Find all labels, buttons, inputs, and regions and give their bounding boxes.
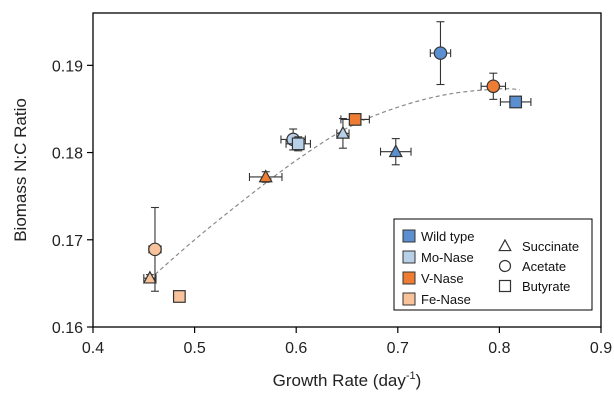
data-point-fe-nase-succinate xyxy=(142,270,157,284)
legend-label-wild-type: Wild type xyxy=(421,229,474,244)
x-axis-title-superscript: -1 xyxy=(406,370,416,382)
butyrate-marker xyxy=(509,95,523,109)
x-axis-title-suffix: ) xyxy=(416,371,422,390)
butyrate-marker xyxy=(291,137,305,151)
data-point-wild-type-succinate xyxy=(379,138,412,166)
legend-label-acetate: Acetate xyxy=(522,259,566,274)
plot-frame xyxy=(92,12,602,328)
data-point-fe-nase-butyrate xyxy=(172,290,186,303)
data-points-layer xyxy=(142,21,532,303)
data-point-v-nase-acetate xyxy=(480,72,507,100)
legend-label-succinate: Succinate xyxy=(522,239,579,254)
x-axis-title: Growth Rate (day-1) xyxy=(273,370,422,390)
legend: Wild type Mo-Nase V-Nase Fe-Nase Succinate A… xyxy=(393,218,593,311)
butyrate-marker xyxy=(348,113,362,126)
data-point-mo-nase-butyrate xyxy=(285,136,311,152)
succinate-marker xyxy=(335,125,351,139)
data-point-wild-type-butyrate xyxy=(499,95,532,109)
legend-label-mo-nase: Mo-Nase xyxy=(421,250,474,265)
legend-swatch-mo-nase xyxy=(402,250,416,264)
acetate-marker xyxy=(486,79,501,94)
y-tick-label: 0.16 xyxy=(52,320,83,337)
x-axis-title-main: Growth Rate (day xyxy=(273,371,407,390)
legend-swatch-wild-type xyxy=(402,229,416,243)
legend-swatch-fe-nase xyxy=(402,292,416,306)
data-point-wild-type-acetate xyxy=(429,21,452,86)
x-tick-label: 0.5 xyxy=(183,340,205,357)
legend-swatch-v-nase xyxy=(402,271,416,285)
x-tick-label: 0.7 xyxy=(387,340,409,357)
axes-layer: 0.4 0.5 0.6 0.7 0.8 0.9 0.16 0.17 0.18 0.19 xyxy=(52,58,612,357)
legend-marker-acetate xyxy=(498,259,512,273)
data-point-v-nase-succinate xyxy=(248,169,283,183)
succinate-marker xyxy=(258,169,273,183)
y-tick-label: 0.19 xyxy=(52,58,83,75)
fit-curve-layer xyxy=(149,88,520,280)
y-tick-label: 0.17 xyxy=(52,233,83,250)
legend-box xyxy=(393,218,593,311)
x-tick-label: 0.9 xyxy=(590,340,612,357)
acetate-marker xyxy=(148,242,162,257)
legend-label-v-nase: V-Nase xyxy=(421,271,464,286)
legend-label-fe-nase: Fe-Nase xyxy=(421,292,471,307)
x-tick-label: 0.4 xyxy=(82,340,104,357)
succinate-marker xyxy=(388,144,403,158)
data-point-v-nase-butyrate xyxy=(340,113,370,126)
butyrate-marker xyxy=(172,290,186,303)
y-axis-title: Biomass N:C Ratio xyxy=(11,98,30,242)
legend-strains: Wild type Mo-Nase V-Nase Fe-Nase xyxy=(402,229,474,307)
succinate-marker xyxy=(142,270,157,284)
x-tick-label: 0.8 xyxy=(488,340,510,357)
data-point-mo-nase-succinate xyxy=(335,117,351,149)
x-tick-label: 0.6 xyxy=(285,340,307,357)
legend-marker-succinate xyxy=(498,238,512,252)
acetate-marker xyxy=(433,46,448,60)
data-point-fe-nase-acetate xyxy=(148,206,162,292)
y-tick-label: 0.18 xyxy=(52,146,83,163)
legend-substrates: Succinate Acetate Butyrate xyxy=(498,238,579,294)
fit-curve xyxy=(149,88,520,280)
legend-marker-butyrate xyxy=(498,279,512,293)
legend-label-butyrate: Butyrate xyxy=(522,279,570,294)
